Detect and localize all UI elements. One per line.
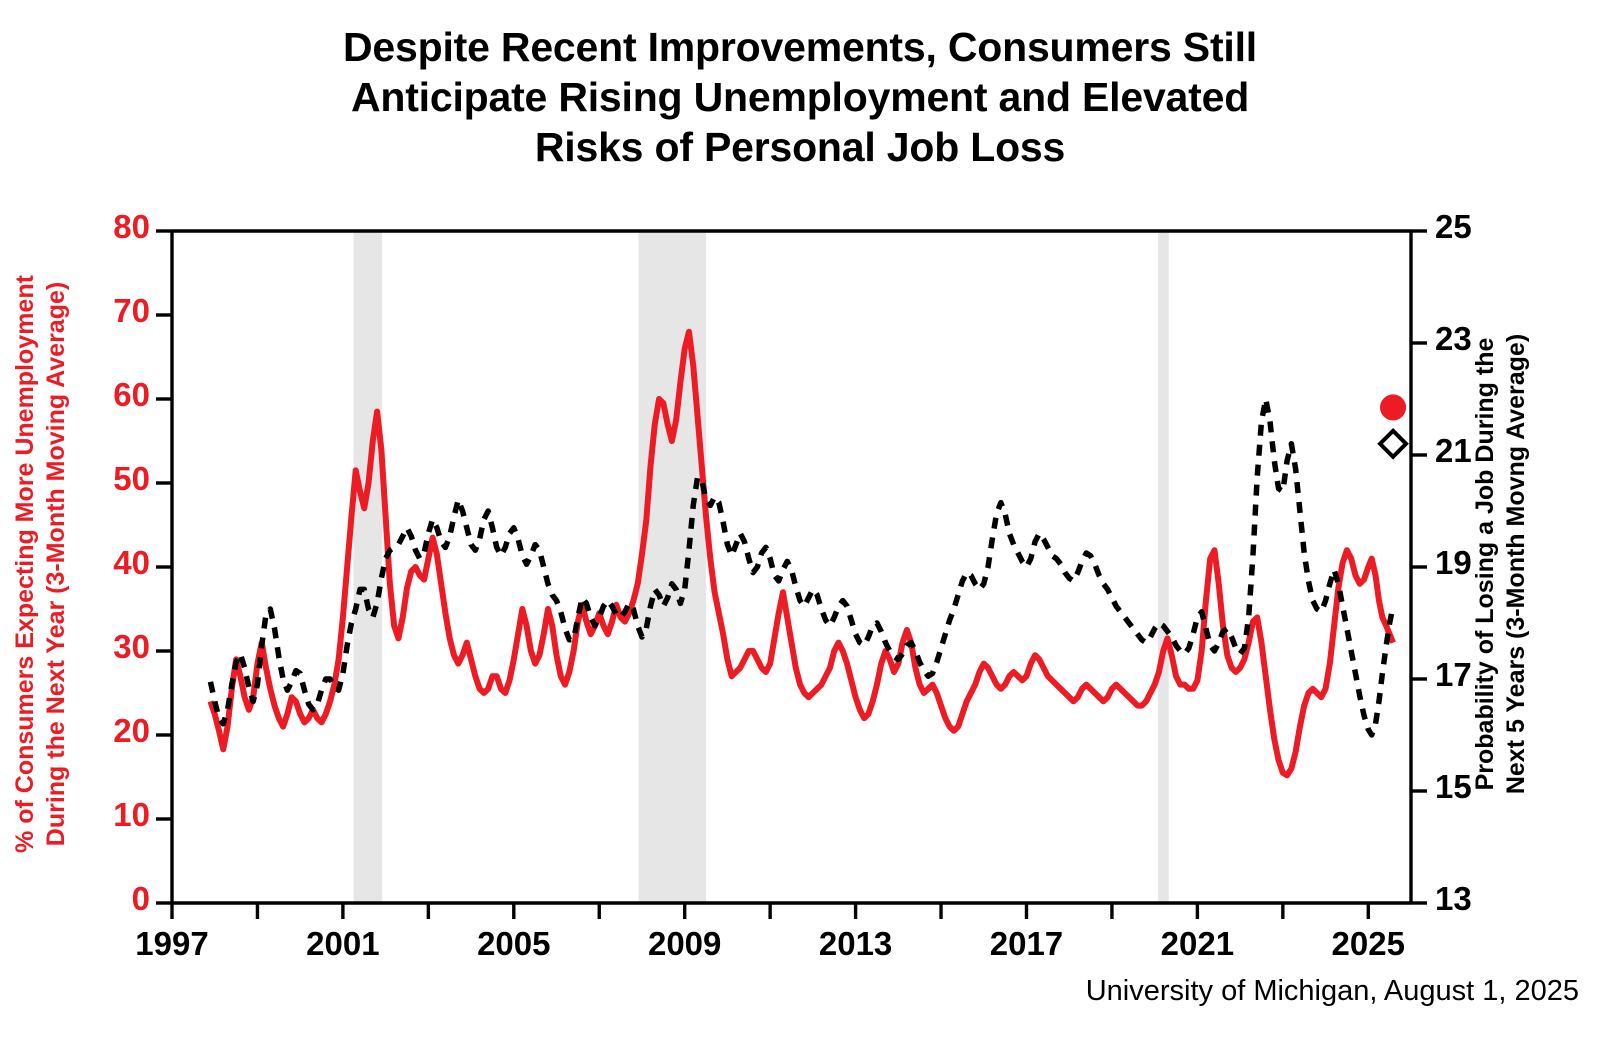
y-axis-right-tick-label: 21 — [1435, 432, 1472, 469]
title-line-2: Anticipate Rising Unemployment and Eleva… — [350, 74, 1250, 121]
x-axis-tick-label: 2009 — [647, 925, 722, 962]
x-axis-tick-label: 2001 — [306, 925, 380, 962]
job-loss-probability-endpoint — [1377, 427, 1409, 460]
y-axis-right-tick-label: 13 — [1435, 880, 1472, 917]
y-axis-right-tick-label: 25 — [1435, 208, 1472, 245]
series-markers-group — [1377, 394, 1409, 460]
y-axis-left-tick-label: 50 — [113, 460, 150, 497]
y-axis-left-tick-label: 70 — [113, 292, 150, 329]
y-axis-left-tick-label: 60 — [113, 376, 150, 413]
x-axis-tick-label: 2025 — [1331, 925, 1405, 962]
axis-ticks-group — [156, 229, 1427, 919]
y-axis-left-tick-label: 10 — [113, 796, 150, 833]
unemployment-expectations-endpoint — [1380, 394, 1407, 421]
y-axis-left-tick-label: 80 — [113, 208, 150, 245]
recession-bands-group — [353, 231, 1169, 903]
page-title: Despite Recent Improvements, Consumers S… — [130, 22, 1470, 172]
y-axis-left-tick-label: 40 — [113, 544, 150, 581]
y-axis-right-tick-label: 19 — [1435, 544, 1472, 581]
title-line-1: Despite Recent Improvements, Consumers S… — [343, 24, 1257, 70]
y-axis-left-tick-label: 20 — [113, 712, 150, 749]
source-note: University of Michigan, August 1, 2025 — [1085, 975, 1579, 1007]
y-axis-right-tick-label: 23 — [1435, 320, 1472, 357]
recession-band — [638, 231, 707, 903]
series-line-unemployment-expectations — [207, 328, 1396, 779]
series-lines-group — [207, 328, 1396, 779]
title-line-3: Risks of Personal Job Loss — [534, 124, 1066, 171]
x-axis-tick-label: 2017 — [989, 925, 1064, 962]
y-axis-left-tick-label: 30 — [113, 628, 150, 665]
recession-band — [353, 231, 383, 903]
y-axis-left-label-line-1: % of Consumers Expecting More Unemployme… — [11, 275, 39, 853]
x-axis-tick-label: 2005 — [477, 925, 551, 962]
series-line-job-loss-probability — [207, 396, 1396, 738]
y-axis-right-tick-label: 15 — [1435, 768, 1472, 805]
recession-band — [1158, 231, 1169, 903]
x-axis-tick-label: 2013 — [818, 925, 893, 962]
y-axis-right-tick-label: 17 — [1435, 656, 1472, 693]
y-axis-left-tick-label: 0 — [131, 880, 150, 917]
x-axis-tick-label: 1997 — [135, 925, 209, 962]
x-axis-tick-label: 2021 — [1160, 925, 1235, 962]
